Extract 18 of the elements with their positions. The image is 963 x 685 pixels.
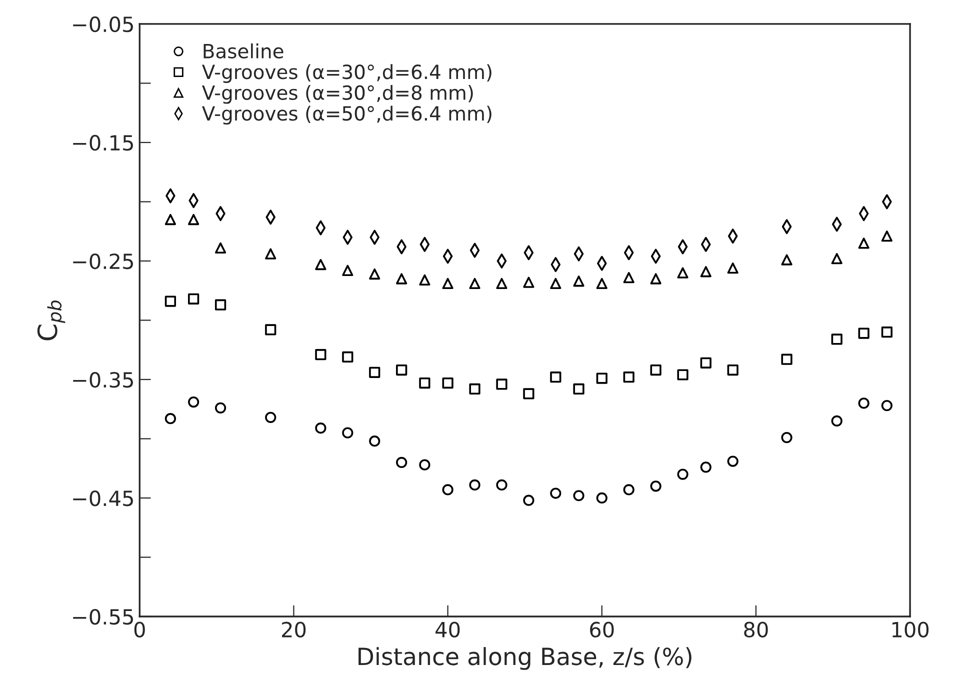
- x-tick-label: 100: [892, 622, 929, 638]
- y-axis-title: C$_{pb}$: [37, 300, 66, 340]
- y-tick-label: −0.15: [73, 134, 133, 151]
- y-tick-label: −0.05: [73, 16, 133, 32]
- legend-label: V-grooves (α=30°,d=8 mm): [202, 84, 473, 104]
- x-tick-label: 0: [134, 622, 145, 638]
- x-tick-label: 20: [282, 622, 306, 638]
- x-tick-label: 40: [436, 622, 460, 638]
- x-tick-label: 80: [744, 622, 768, 638]
- x-tick-label: 60: [590, 622, 614, 638]
- y-tick-label: −0.35: [73, 372, 133, 388]
- x-axis-title: Distance along Base, z/s (%): [358, 647, 692, 670]
- y-tick-label: −0.25: [73, 253, 133, 270]
- legend-label: V-grooves (α=30°,d=6.4 mm): [202, 64, 492, 83]
- legend-label: V-grooves (α=50°,d=6.4 mm): [202, 106, 492, 125]
- y-tick-label: −0.55: [73, 608, 133, 625]
- legend-label: Baseline: [204, 43, 284, 58]
- y-tick-label: −0.45: [73, 490, 133, 506]
